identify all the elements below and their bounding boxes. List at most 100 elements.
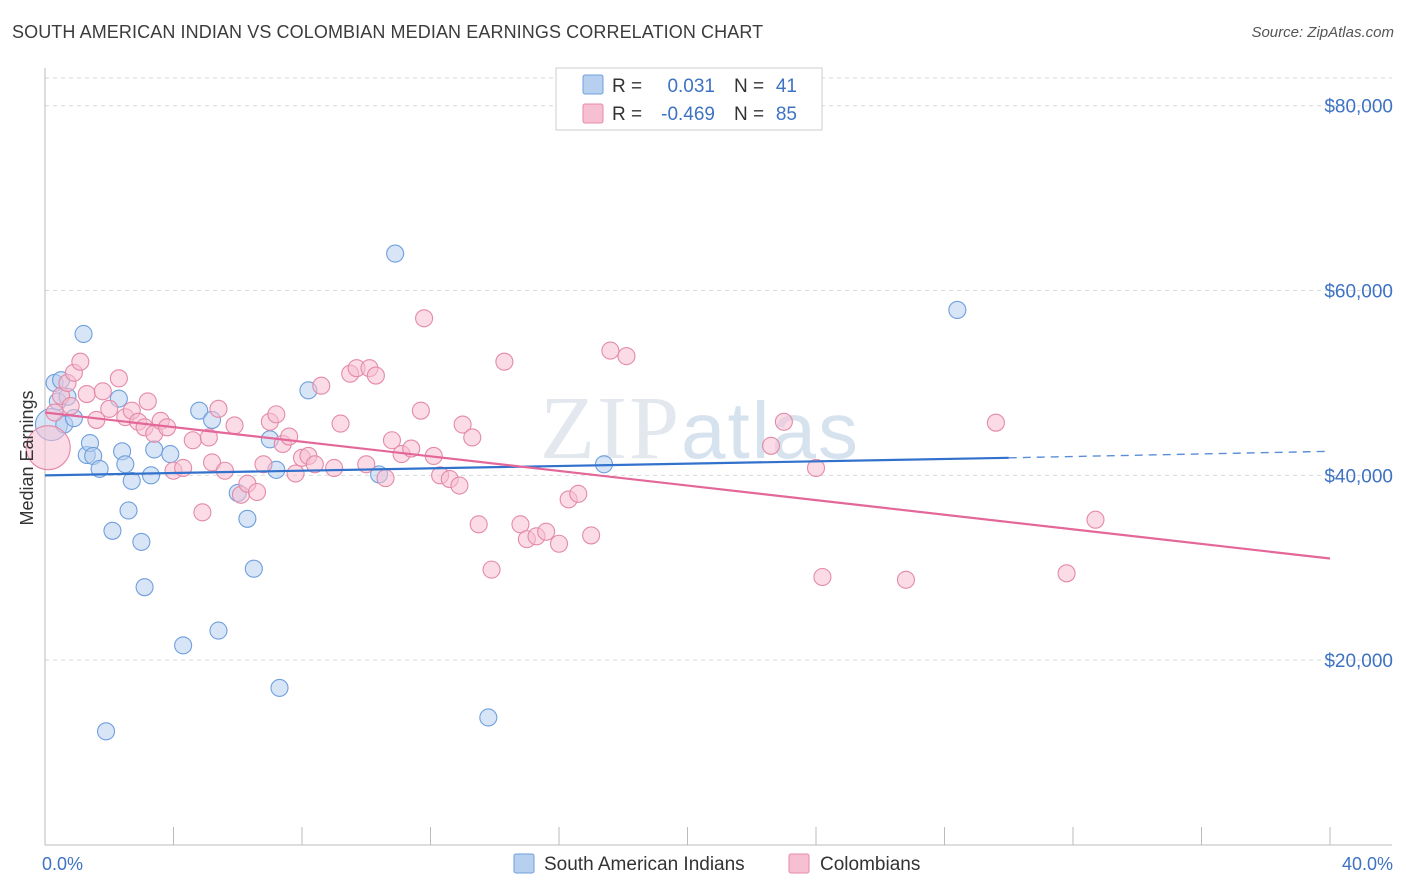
series-legend-label-blue: South American Indians — [544, 854, 745, 875]
data-point-colombian — [463, 428, 482, 447]
data-point-colombian — [569, 484, 588, 503]
data-point-colombian — [225, 416, 244, 435]
series-legend-swatch-blue — [513, 853, 535, 874]
data-point-colombian — [331, 414, 350, 433]
source-label: Source: ZipAtlas.com — [1251, 24, 1394, 41]
series-legend-label-pink: Colombians — [820, 854, 920, 875]
data-point-colombian — [774, 412, 793, 431]
data-point-south-american-indian — [161, 445, 180, 464]
data-point-colombian — [305, 455, 324, 474]
data-point-south-american-indian — [141, 466, 161, 485]
data-point-south-american-indian — [135, 578, 154, 597]
y-tick-label: $60,000 — [1324, 282, 1393, 303]
data-point-colombian — [209, 399, 228, 418]
legend-n-label-1: N = — [734, 76, 764, 97]
axis-layer: $20,000 $40,000 $60,000 $80,000 0.0% 40.0% — [42, 68, 1393, 874]
data-point-south-american-indian — [948, 300, 967, 319]
data-point-south-american-indian — [244, 559, 263, 578]
data-point-south-american-indian — [386, 244, 405, 263]
data-point-south-american-indian — [103, 521, 122, 540]
data-point-colombian — [482, 560, 501, 579]
trend-layer — [44, 411, 1331, 560]
data-point-colombian — [469, 515, 488, 534]
x-tick-label-end: 40.0% — [1342, 854, 1393, 874]
data-point-colombian — [376, 469, 395, 488]
legend-r-label-2: R = — [612, 104, 642, 125]
data-point-south-american-indian — [90, 459, 109, 478]
data-point-colombian — [761, 436, 781, 455]
data-point-colombian — [806, 458, 826, 478]
legend-r-label-1: R = — [612, 76, 642, 97]
legend-n-value-1: 41 — [776, 76, 797, 97]
data-point-south-american-indian — [132, 532, 151, 551]
data-point-south-american-indian — [479, 708, 498, 727]
data-point-colombian — [312, 376, 331, 395]
trend-line-colombian — [44, 411, 1331, 560]
y-tick-label: $80,000 — [1324, 97, 1393, 118]
series-legend: South American Indians Colombians — [513, 853, 920, 875]
series-legend-swatch-pink — [788, 853, 810, 874]
data-point-colombian — [582, 526, 601, 545]
data-point-colombian — [199, 428, 218, 447]
data-point-south-american-indian — [74, 324, 93, 344]
data-point-colombian — [1057, 564, 1076, 583]
points-layer — [25, 244, 1105, 741]
data-point-colombian — [549, 534, 569, 553]
y-tick-label: $20,000 — [1324, 651, 1393, 672]
data-point-south-american-indian — [96, 722, 116, 741]
data-point-colombian — [193, 503, 212, 522]
data-point-south-american-indian — [209, 621, 228, 640]
data-point-colombian — [1086, 510, 1105, 529]
data-point-colombian — [77, 384, 96, 404]
data-point-south-american-indian — [116, 455, 135, 474]
data-point-colombian — [280, 427, 299, 446]
legend-n-value-2: 85 — [776, 104, 797, 125]
legend-r-value-1: 0.031 — [667, 76, 715, 97]
data-point-colombian — [325, 458, 344, 478]
data-point-colombian — [100, 399, 119, 418]
data-point-south-american-indian — [119, 501, 138, 520]
data-point-colombian — [61, 397, 80, 416]
trend-line-extension — [1008, 450, 1331, 459]
chart-title: SOUTH AMERICAN INDIAN VS COLOMBIAN MEDIA… — [12, 22, 764, 42]
data-point-colombian — [25, 425, 71, 471]
data-point-south-american-indian — [174, 636, 193, 655]
data-point-colombian — [366, 366, 385, 385]
data-point-colombian — [254, 455, 273, 474]
y-tick-label: $40,000 — [1324, 466, 1393, 487]
data-point-south-american-indian — [190, 401, 209, 420]
data-point-colombian — [537, 522, 556, 541]
data-point-south-american-indian — [238, 509, 257, 528]
legend-r-value-2: -0.469 — [661, 104, 715, 125]
data-point-colombian — [93, 382, 112, 401]
legend-swatch-blue — [582, 74, 604, 95]
data-point-colombian — [215, 461, 234, 480]
data-point-colombian — [896, 570, 916, 589]
data-point-colombian — [617, 347, 636, 366]
data-point-colombian — [138, 392, 157, 411]
data-point-colombian — [71, 352, 90, 371]
data-point-colombian — [183, 431, 202, 450]
data-point-colombian — [382, 431, 402, 450]
data-point-colombian — [813, 567, 832, 587]
data-point-colombian — [247, 482, 267, 502]
data-point-south-american-indian — [270, 678, 289, 697]
data-point-colombian — [203, 453, 222, 472]
data-point-colombian — [109, 369, 128, 388]
data-point-colombian — [411, 401, 430, 420]
data-point-south-american-indian — [145, 440, 164, 459]
data-point-colombian — [267, 405, 286, 424]
data-point-colombian — [601, 341, 620, 360]
data-point-south-american-indian — [122, 471, 141, 490]
correlation-legend: R = 0.031 N = 41 R = -0.469 N = 85 — [555, 67, 823, 131]
legend-swatch-pink — [582, 103, 604, 124]
data-point-colombian — [415, 309, 434, 328]
data-point-colombian — [286, 464, 305, 483]
data-point-colombian — [450, 476, 469, 495]
data-point-colombian — [986, 413, 1005, 432]
data-point-colombian — [495, 352, 514, 371]
data-point-colombian — [453, 415, 472, 434]
x-tick-label-start: 0.0% — [42, 854, 83, 874]
y-axis-label: Median Earnings — [17, 390, 37, 525]
